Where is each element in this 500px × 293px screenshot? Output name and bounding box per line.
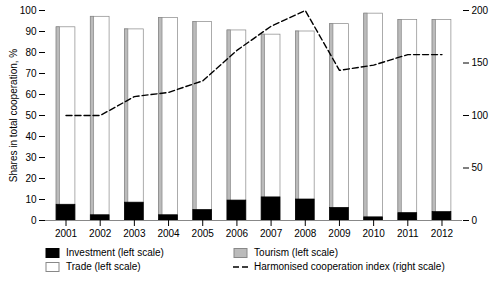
html-text:Harmonised cooperation index (: Harmonised cooperation index (right scal… (254, 261, 445, 272)
svg-text:2010: 2010 (363, 228, 386, 239)
svg-text:150: 150 (472, 57, 489, 68)
svg-text:100: 100 (20, 5, 37, 16)
svg-text:0: 0 (472, 215, 478, 226)
svg-text:2011: 2011 (397, 228, 419, 239)
svg-text:2001: 2001 (55, 228, 78, 239)
svg-text:20: 20 (25, 173, 37, 184)
svg-text:2003: 2003 (123, 228, 146, 239)
svg-text:40: 40 (25, 131, 37, 142)
svg-text:50: 50 (25, 110, 37, 121)
svg-text:2009: 2009 (328, 228, 351, 239)
svg-text:70: 70 (25, 68, 37, 79)
svg-text:10: 10 (25, 194, 37, 205)
svg-text:50: 50 (472, 162, 484, 173)
html-text:Trade (left scale): Trade (left scale) (66, 261, 141, 272)
svg-text:Shares in total cooperation, %: Shares in total cooperation, % (8, 49, 19, 183)
svg-text:200: 200 (472, 5, 489, 16)
svg-text:80: 80 (25, 47, 37, 58)
svg-text:2012: 2012 (431, 228, 454, 239)
svg-text:2007: 2007 (260, 228, 283, 239)
svg-text:100: 100 (472, 110, 489, 121)
html-text:Investment (left scale): Investment (left scale) (66, 247, 164, 258)
svg-text:0: 0 (31, 215, 37, 226)
svg-text:2005: 2005 (192, 228, 215, 239)
svg-text:2008: 2008 (294, 228, 317, 239)
svg-text:2004: 2004 (157, 228, 180, 239)
svg-text:30: 30 (25, 152, 37, 163)
svg-text:60: 60 (25, 89, 37, 100)
svg-text:90: 90 (25, 26, 37, 37)
svg-text:2006: 2006 (226, 228, 249, 239)
html-text:Tourism (left scale): Tourism (left scale) (254, 247, 338, 258)
svg-text:2002: 2002 (89, 228, 112, 239)
